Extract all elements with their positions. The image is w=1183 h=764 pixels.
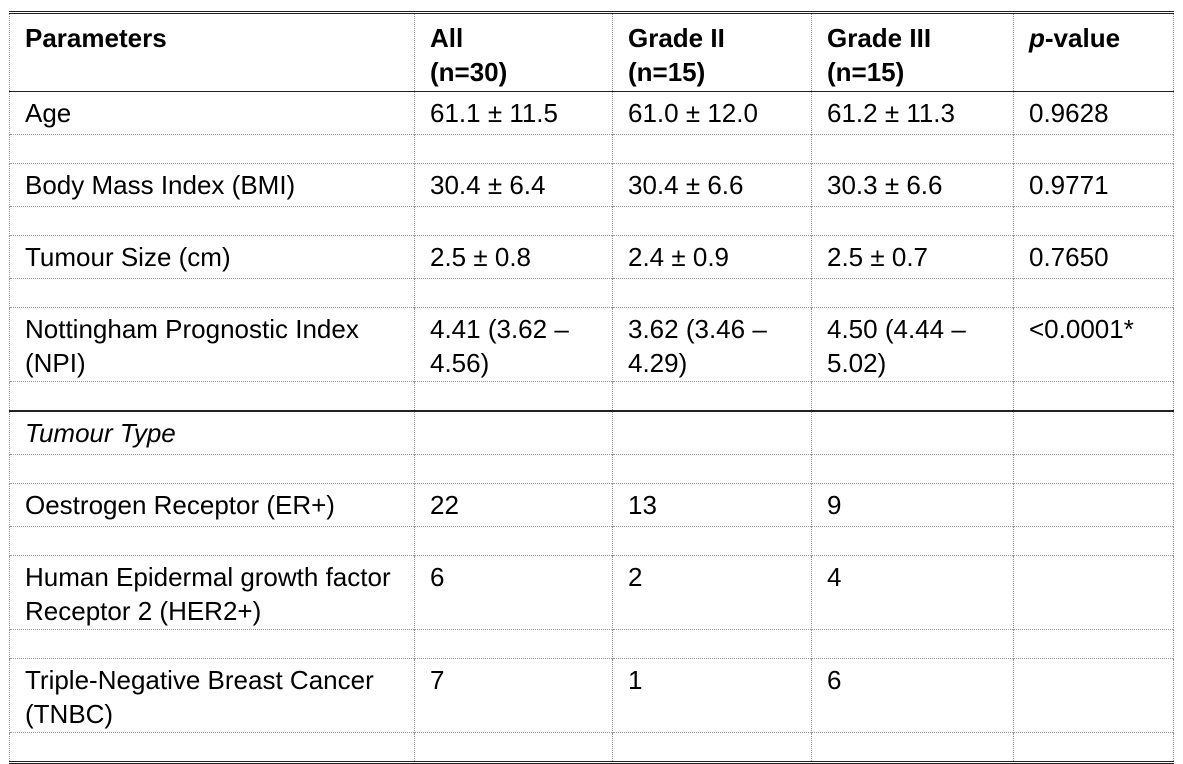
row-label: Human Epidermal growth factor Receptor 2… (9, 555, 415, 630)
cell-grade-ii: 61.0 ± 12.0 (612, 91, 812, 135)
cell-grade-ii: 1 (612, 658, 812, 733)
cell-all: 6 (414, 555, 613, 630)
table-row-er: Oestrogen Receptor (ER+) 22 13 9 (9, 483, 1174, 527)
spacer-row (9, 278, 1174, 308)
spacer-row (9, 629, 1174, 659)
cell-grade-iii: 2.5 ± 0.7 (811, 235, 1014, 279)
row-label: Nottingham Prognostic Index (NPI) (9, 307, 415, 382)
cell-grade-ii: 3.62 (3.46 – 4.29) (612, 307, 812, 382)
header-parameters: Parameters (9, 12, 415, 92)
cell-p-value: 0.7650 (1013, 235, 1174, 279)
cell-p-value (1013, 658, 1174, 733)
cell-p-value: 0.9628 (1013, 91, 1174, 135)
cell-grade-ii: 2 (612, 555, 812, 630)
header-all: All (n=30) (414, 12, 613, 92)
cell-all: 4.41 (3.62 – 4.56) (414, 307, 613, 382)
cell-all: 61.1 ± 11.5 (414, 91, 613, 135)
table-row-bmi: Body Mass Index (BMI) 30.4 ± 6.4 30.4 ± … (9, 163, 1174, 207)
table-row-age: Age 61.1 ± 11.5 61.0 ± 12.0 61.2 ± 11.3 … (9, 91, 1174, 135)
cell-p-value: 0.9771 (1013, 163, 1174, 207)
cell-all: 22 (414, 483, 613, 527)
cell-grade-iii: 4.50 (4.44 – 5.02) (811, 307, 1014, 382)
row-label: Triple-Negative Breast Cancer (TNBC) (9, 658, 415, 733)
row-label: Oestrogen Receptor (ER+) (9, 483, 415, 527)
cell-p-value (1013, 555, 1174, 630)
cell-grade-iii: 6 (811, 658, 1014, 733)
cell-all: 30.4 ± 6.4 (414, 163, 613, 207)
table-row-tumour-size: Tumour Size (cm) 2.5 ± 0.8 2.4 ± 0.9 2.5… (9, 235, 1174, 279)
header-p-value: p-value (1013, 12, 1174, 92)
spacer-row (9, 732, 1174, 763)
cell-grade-ii: 30.4 ± 6.6 (612, 163, 812, 207)
spacer-row (9, 381, 1174, 411)
spacer-row (9, 454, 1174, 484)
cell-grade-iii: 30.3 ± 6.6 (811, 163, 1014, 207)
cell-grade-ii: 13 (612, 483, 812, 527)
header-grade-iii: Grade III (n=15) (811, 12, 1014, 92)
cell-grade-iii: 4 (811, 555, 1014, 630)
cell-grade-iii: 9 (811, 483, 1014, 527)
header-row: Parameters All (n=30) Grade II (n=15) Grad… (9, 12, 1174, 92)
cell-all: 7 (414, 658, 613, 733)
row-label: Age (9, 91, 415, 135)
section-title: Tumour Type (9, 410, 415, 455)
row-label: Tumour Size (cm) (9, 235, 415, 279)
cell-p-value: <0.0001* (1013, 307, 1174, 382)
spacer-row (9, 526, 1174, 556)
table-row-her2: Human Epidermal growth factor Receptor 2… (9, 555, 1174, 630)
results-table: Parameters All (n=30) Grade II (n=15) Grad… (9, 11, 1174, 764)
header-grade-ii: Grade II (n=15) (612, 12, 812, 92)
cell-p-value (1013, 483, 1174, 527)
spacer-row (9, 134, 1174, 164)
cell-all: 2.5 ± 0.8 (414, 235, 613, 279)
cell-grade-iii: 61.2 ± 11.3 (811, 91, 1014, 135)
table-row-npi: Nottingham Prognostic Index (NPI) 4.41 (… (9, 307, 1174, 382)
spacer-row (9, 206, 1174, 236)
section-row-tumour-type: Tumour Type (9, 410, 1174, 455)
table-row-tnbc: Triple-Negative Breast Cancer (TNBC) 7 1… (9, 658, 1174, 733)
cell-grade-ii: 2.4 ± 0.9 (612, 235, 812, 279)
row-label: Body Mass Index (BMI) (9, 163, 415, 207)
